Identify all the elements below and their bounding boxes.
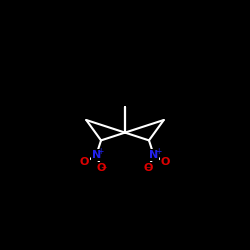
Text: N: N [149, 150, 158, 160]
Text: N: N [92, 150, 101, 160]
Text: −: − [144, 163, 150, 172]
Text: +: + [98, 147, 104, 156]
Text: O: O [161, 158, 170, 168]
Text: −: − [100, 163, 106, 172]
Text: O: O [144, 163, 153, 173]
Text: O: O [97, 163, 106, 173]
Text: O: O [80, 158, 89, 168]
Text: +: + [155, 147, 162, 156]
